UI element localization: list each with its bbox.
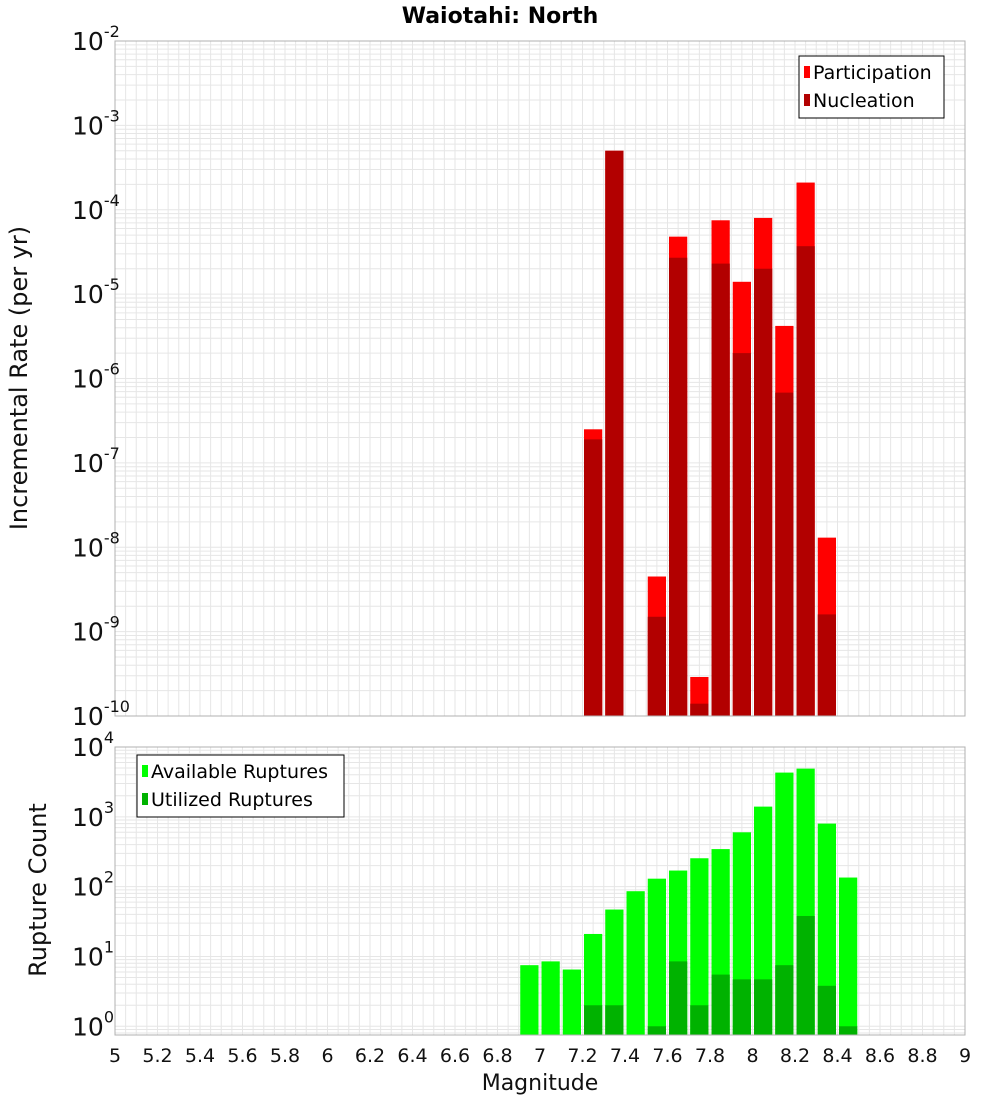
y-tick-label: 101 xyxy=(72,937,114,971)
y-tick-label: 10-7 xyxy=(72,444,120,478)
legend-swatch xyxy=(142,765,148,777)
bar-bottom-utilized-ruptures xyxy=(754,979,773,1035)
bar-top-nucleation xyxy=(775,392,794,716)
y-tick-label: 103 xyxy=(72,798,114,832)
x-tick-label: 7.2 xyxy=(567,1045,597,1067)
bar-bottom-available-ruptures xyxy=(520,965,539,1035)
bar-top-nucleation xyxy=(711,263,730,716)
legend-box xyxy=(136,754,345,818)
y-tick-label: 10-10 xyxy=(72,697,130,731)
legend-label: Participation xyxy=(813,62,932,84)
bar-top-nucleation xyxy=(669,257,688,716)
bar-bottom-utilized-ruptures xyxy=(647,1026,666,1035)
bar-bottom-available-ruptures xyxy=(690,858,709,1035)
bar-bottom-utilized-ruptures xyxy=(775,965,794,1035)
x-tick-label: 6.6 xyxy=(440,1045,470,1067)
bar-top-nucleation xyxy=(605,150,624,716)
x-tick-label: 8.4 xyxy=(822,1045,852,1067)
x-tick-label: 5 xyxy=(109,1045,121,1067)
y-tick-label: 10-9 xyxy=(72,613,120,647)
x-tick-label: 6.8 xyxy=(482,1045,512,1067)
top-y-axis-label: Incremental Rate (per yr) xyxy=(5,226,33,530)
x-tick-label: 7.8 xyxy=(695,1045,725,1067)
bottom-plot-area: 100 101 102 103 104 Available Ruptures Utilize… xyxy=(72,728,971,1067)
y-tick-label: 10-4 xyxy=(72,191,120,225)
y-tick-label: 104 xyxy=(72,728,114,762)
legend-label: Utilized Ruptures xyxy=(151,789,313,811)
bar-bottom-utilized-ruptures xyxy=(584,1005,603,1035)
x-tick-label: 6 xyxy=(321,1045,333,1067)
bar-bottom-utilized-ruptures xyxy=(711,974,730,1035)
y-tick-label: 10-2 xyxy=(72,22,120,56)
bar-bottom-utilized-ruptures xyxy=(796,915,815,1035)
x-tick-label: 8.6 xyxy=(865,1045,895,1067)
bar-bottom-available-ruptures xyxy=(754,806,773,1035)
legend: Available Ruptures Utilized Ruptures xyxy=(136,754,345,818)
bar-top-nucleation xyxy=(647,616,666,716)
bar-bottom-utilized-ruptures xyxy=(690,1005,709,1035)
bar-bottom-available-ruptures xyxy=(839,877,858,1035)
legend: Participation Nucleation xyxy=(798,55,945,119)
legend-swatch xyxy=(804,94,810,106)
bar-bottom-utilized-ruptures xyxy=(605,1005,624,1035)
x-tick-label: 8.8 xyxy=(907,1045,937,1067)
grid xyxy=(114,40,966,717)
x-tick-label: 8 xyxy=(746,1045,758,1067)
bar-bottom-available-ruptures xyxy=(647,878,666,1035)
y-tick-label: 100 xyxy=(72,1007,114,1041)
legend-box xyxy=(798,55,945,119)
x-tick-label: 5.4 xyxy=(185,1045,215,1067)
bar-bottom-utilized-ruptures xyxy=(839,1026,858,1035)
bar-bottom-available-ruptures xyxy=(626,891,645,1035)
bar-top-nucleation xyxy=(817,614,836,716)
x-tick-label: 7.6 xyxy=(652,1045,682,1067)
x-tick-label: 7.4 xyxy=(610,1045,640,1067)
bar-bottom-available-ruptures xyxy=(562,969,581,1035)
x-tick-label: 8.2 xyxy=(780,1045,810,1067)
x-tick-label: 7 xyxy=(534,1045,546,1067)
y-tick-label: 10-6 xyxy=(72,360,120,394)
bar-top-nucleation xyxy=(754,268,773,716)
top-plot-area: 10-10 10-9 10-8 10-7 10-6 10-5 10-4 10-3 10-2 Par… xyxy=(72,22,966,731)
y-tick-label: 10-3 xyxy=(72,106,120,140)
x-tick-label: 5.2 xyxy=(142,1045,172,1067)
x-tick-label: 6.2 xyxy=(355,1045,385,1067)
bottom-y-axis-label: Rupture Count xyxy=(24,803,52,977)
bar-top-nucleation xyxy=(732,353,751,716)
bar-bottom-utilized-ruptures xyxy=(669,961,688,1035)
bar-top-nucleation xyxy=(690,703,709,716)
plot-frame xyxy=(114,40,966,717)
y-tick-label: 10-8 xyxy=(72,528,120,562)
bar-top-nucleation xyxy=(796,246,815,716)
legend-label: Nucleation xyxy=(813,90,915,112)
chart-title: Waiotahi: North xyxy=(402,4,599,29)
bar-bottom-utilized-ruptures xyxy=(817,985,836,1035)
bar-bottom-utilized-ruptures xyxy=(732,979,751,1035)
bar-bottom-available-ruptures xyxy=(605,909,624,1035)
legend-label: Available Ruptures xyxy=(151,761,328,783)
bar-bottom-available-ruptures xyxy=(817,823,836,1035)
bar-bottom-available-ruptures xyxy=(541,961,560,1035)
legend-swatch xyxy=(142,793,148,805)
x-tick-label: 5.8 xyxy=(270,1045,300,1067)
legend-swatch xyxy=(804,66,810,78)
x-tick-label: 9 xyxy=(959,1045,971,1067)
bar-top-nucleation xyxy=(584,439,603,716)
x-tick-label: 5.6 xyxy=(227,1045,257,1067)
y-tick-label: 10-5 xyxy=(72,275,120,309)
x-tick-labels: 5 5.2 5.4 5.6 5.8 6 6.2 6.4 6.6 6.8 7 7.2 7.4 7.6 7.8 8… xyxy=(109,1045,971,1067)
x-tick-label: 6.4 xyxy=(397,1045,427,1067)
y-tick-label: 102 xyxy=(72,868,114,902)
x-axis-label: Magnitude xyxy=(482,1071,599,1096)
plot-frame xyxy=(114,746,966,1036)
